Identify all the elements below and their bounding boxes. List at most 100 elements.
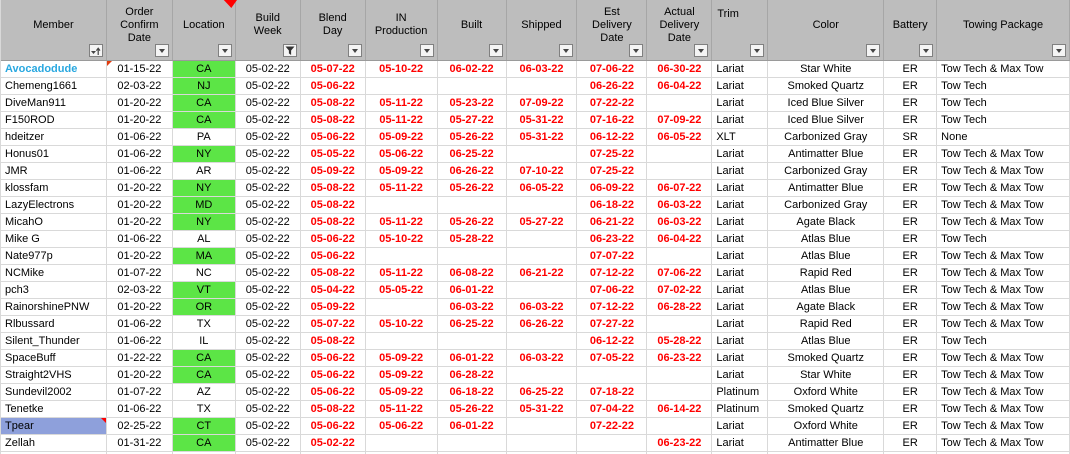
cell-trim[interactable]: Lariat bbox=[712, 282, 769, 299]
cell-blend-day[interactable]: 05-05-22 bbox=[300, 146, 366, 163]
cell-color[interactable]: Oxford White bbox=[768, 384, 885, 401]
cell-blend-day[interactable]: 05-08-22 bbox=[300, 112, 366, 129]
cell-in-production[interactable]: 05-05-22 bbox=[365, 282, 438, 299]
cell-member[interactable]: Avocadodude bbox=[1, 61, 107, 78]
cell-actual-delivery[interactable]: 07-06-22 bbox=[647, 265, 713, 282]
cell-location[interactable]: IL bbox=[172, 333, 236, 350]
filter-button-shipped[interactable] bbox=[559, 44, 574, 57]
cell-blend-day[interactable]: 05-04-22 bbox=[300, 282, 366, 299]
cell-shipped[interactable] bbox=[506, 435, 578, 452]
cell-build-week[interactable]: 05-02-22 bbox=[235, 248, 301, 265]
cell-location[interactable]: AL bbox=[172, 231, 236, 248]
cell-actual-delivery[interactable]: 06-28-22 bbox=[647, 299, 713, 316]
cell-location[interactable]: PA bbox=[172, 129, 236, 146]
cell-trim[interactable]: Lariat bbox=[712, 299, 769, 316]
cell-member[interactable]: pch3 bbox=[1, 282, 107, 299]
cell-color[interactable]: Rapid Red bbox=[768, 265, 885, 282]
cell-build-week[interactable]: 05-02-22 bbox=[235, 282, 301, 299]
cell-est-delivery[interactable]: 07-12-22 bbox=[577, 265, 648, 282]
column-header-build-week[interactable]: Build Week bbox=[236, 0, 301, 60]
cell-color[interactable]: Iced Blue Silver bbox=[768, 95, 885, 112]
cell-blend-day[interactable]: 05-06-22 bbox=[300, 248, 366, 265]
cell-est-delivery[interactable]: 07-18-22 bbox=[577, 384, 648, 401]
cell-est-delivery[interactable]: 06-18-22 bbox=[577, 197, 648, 214]
cell-shipped[interactable]: 06-26-22 bbox=[506, 316, 578, 333]
cell-towing[interactable]: Tow Tech & Max Tow bbox=[937, 435, 1070, 452]
cell-location[interactable]: NY bbox=[172, 214, 236, 231]
cell-shipped[interactable]: 06-03-22 bbox=[506, 350, 578, 367]
cell-member[interactable]: Mike G bbox=[1, 231, 107, 248]
column-header-member[interactable]: Member bbox=[1, 0, 107, 60]
cell-build-week[interactable]: 05-02-22 bbox=[235, 333, 301, 350]
cell-battery[interactable]: ER bbox=[884, 95, 938, 112]
cell-towing[interactable]: Tow Tech & Max Tow bbox=[937, 163, 1070, 180]
cell-towing[interactable]: Tow Tech & Max Tow bbox=[937, 367, 1070, 384]
cell-towing[interactable]: Tow Tech & Max Tow bbox=[937, 418, 1070, 435]
cell-est-delivery[interactable]: 07-06-22 bbox=[577, 61, 648, 78]
cell-est-delivery[interactable] bbox=[577, 435, 648, 452]
cell-trim[interactable]: XLT bbox=[712, 129, 769, 146]
cell-location[interactable]: CT bbox=[172, 418, 236, 435]
filter-button-color[interactable] bbox=[866, 44, 881, 57]
cell-color[interactable]: Iced Blue Silver bbox=[768, 112, 885, 129]
cell-battery[interactable]: ER bbox=[884, 163, 938, 180]
cell-member[interactable]: RainorshinePNW bbox=[1, 299, 107, 316]
cell-build-week[interactable]: 05-02-22 bbox=[235, 61, 301, 78]
cell-est-delivery[interactable]: 07-04-22 bbox=[577, 401, 648, 418]
filter-button-towing-package[interactable] bbox=[1052, 44, 1066, 57]
cell-color[interactable]: Smoked Quartz bbox=[768, 350, 885, 367]
cell-location[interactable]: NY bbox=[172, 146, 236, 163]
cell-blend-day[interactable]: 05-06-22 bbox=[300, 231, 366, 248]
cell-blend-day[interactable]: 05-08-22 bbox=[300, 401, 366, 418]
cell-battery[interactable]: ER bbox=[884, 265, 938, 282]
filter-button-actual-delivery-date[interactable] bbox=[694, 44, 709, 57]
cell-shipped[interactable] bbox=[506, 418, 578, 435]
cell-trim[interactable]: Lariat bbox=[712, 180, 769, 197]
cell-location[interactable]: TX bbox=[172, 401, 236, 418]
cell-in-production[interactable]: 05-09-22 bbox=[365, 384, 438, 401]
cell-built[interactable]: 06-18-22 bbox=[437, 384, 507, 401]
cell-order-confirm[interactable]: 01-06-22 bbox=[106, 333, 173, 350]
cell-towing[interactable]: Tow Tech & Max Tow bbox=[937, 299, 1070, 316]
cell-towing[interactable]: Tow Tech & Max Tow bbox=[937, 197, 1070, 214]
cell-shipped[interactable] bbox=[506, 231, 578, 248]
cell-battery[interactable]: ER bbox=[884, 180, 938, 197]
column-header-shipped[interactable]: Shipped bbox=[507, 0, 578, 60]
cell-towing[interactable]: Tow Tech & Max Tow bbox=[937, 61, 1070, 78]
cell-color[interactable]: Atlas Blue bbox=[768, 282, 885, 299]
cell-battery[interactable]: ER bbox=[884, 282, 938, 299]
cell-towing[interactable]: Tow Tech & Max Tow bbox=[937, 265, 1070, 282]
cell-location[interactable]: VT bbox=[172, 282, 236, 299]
cell-towing[interactable]: Tow Tech & Max Tow bbox=[937, 316, 1070, 333]
cell-in-production[interactable] bbox=[365, 248, 438, 265]
cell-blend-day[interactable]: 05-09-22 bbox=[300, 163, 366, 180]
cell-est-delivery[interactable]: 07-12-22 bbox=[577, 299, 648, 316]
cell-location[interactable]: CA bbox=[172, 112, 236, 129]
cell-order-confirm[interactable]: 01-20-22 bbox=[106, 112, 173, 129]
cell-member[interactable]: Rlbussard bbox=[1, 316, 107, 333]
cell-shipped[interactable]: 05-31-22 bbox=[506, 112, 578, 129]
cell-towing[interactable]: Tow Tech & Max Tow bbox=[937, 401, 1070, 418]
cell-est-delivery[interactable]: 07-05-22 bbox=[577, 350, 648, 367]
cell-order-confirm[interactable]: 01-06-22 bbox=[106, 401, 173, 418]
cell-build-week[interactable]: 05-02-22 bbox=[235, 367, 301, 384]
cell-member[interactable]: Silent_Thunder bbox=[1, 333, 107, 350]
cell-blend-day[interactable]: 05-08-22 bbox=[300, 333, 366, 350]
cell-order-confirm[interactable]: 01-20-22 bbox=[106, 95, 173, 112]
cell-battery[interactable]: ER bbox=[884, 61, 938, 78]
filter-button-order-confirm-date[interactable] bbox=[154, 44, 169, 57]
filter-button-trim[interactable] bbox=[750, 44, 765, 57]
cell-trim[interactable]: Lariat bbox=[712, 95, 769, 112]
cell-actual-delivery[interactable]: 05-28-22 bbox=[647, 333, 713, 350]
cell-built[interactable]: 05-28-22 bbox=[437, 231, 507, 248]
cell-in-production[interactable] bbox=[365, 299, 438, 316]
cell-order-confirm[interactable]: 01-20-22 bbox=[106, 299, 173, 316]
cell-location[interactable]: NJ bbox=[172, 78, 236, 95]
cell-battery[interactable]: ER bbox=[884, 78, 938, 95]
cell-location[interactable]: MD bbox=[172, 197, 236, 214]
cell-built[interactable]: 05-26-22 bbox=[437, 401, 507, 418]
cell-built[interactable]: 06-08-22 bbox=[437, 265, 507, 282]
cell-towing[interactable]: Tow Tech & Max Tow bbox=[937, 282, 1070, 299]
cell-built[interactable]: 06-01-22 bbox=[437, 418, 507, 435]
cell-actual-delivery[interactable]: 07-02-22 bbox=[647, 282, 713, 299]
